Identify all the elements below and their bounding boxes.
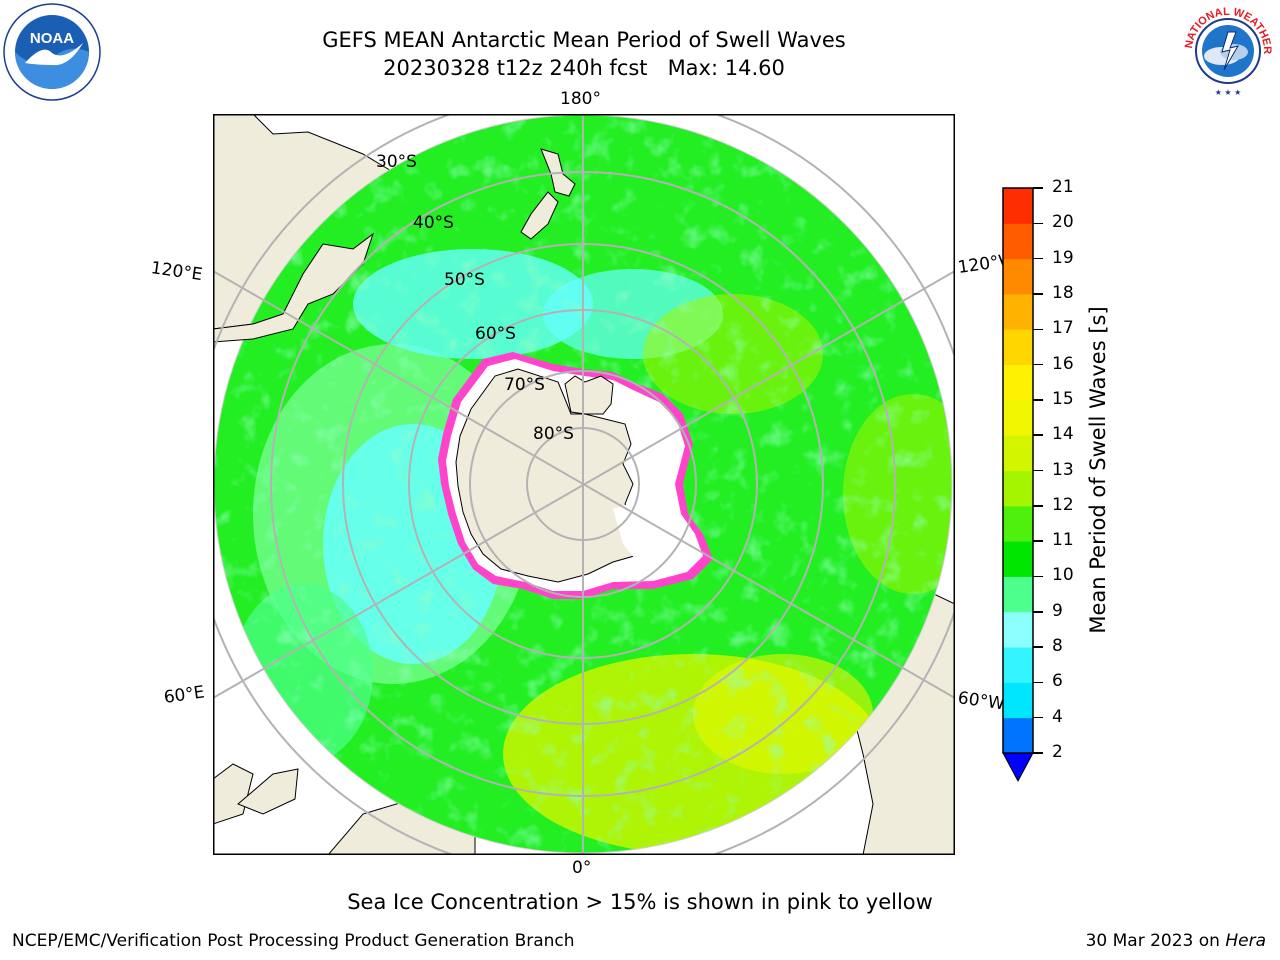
colorbar-segment <box>1003 258 1033 295</box>
colorbar-tick-label: 18 <box>1052 282 1074 303</box>
colorbar-tick-label: 21 <box>1052 177 1074 197</box>
colorbar-tick-label: 14 <box>1052 424 1074 445</box>
colorbar-segment <box>1003 647 1033 683</box>
colorbar-tick-mark <box>1033 646 1043 648</box>
colorbar-segment <box>1003 293 1033 330</box>
lon-label-180: 180° <box>560 89 601 109</box>
colorbar-tick-mark <box>1033 681 1043 684</box>
colorbar-tick-label: 8 <box>1052 636 1063 657</box>
lat-label-70s: 70°S <box>504 375 545 395</box>
colorbar-tick-mark <box>1033 505 1043 507</box>
colorbar-tick-mark <box>1033 469 1043 472</box>
national-weather-service-logo: NATIONAL WEATHER SERVICE ★ ★ ★ <box>1174 0 1278 100</box>
colorbar-segment <box>1003 470 1033 507</box>
colorbar-tick-label: 10 <box>1052 565 1074 586</box>
colorbar-tick-mark <box>1033 222 1043 225</box>
noaa-logo-text: NOAA <box>30 30 74 47</box>
date-stamp: 30 Mar 2023 on Hera <box>1086 931 1266 951</box>
lon-label-60w: 60°W <box>956 688 1006 715</box>
title-line-1: GEFS MEAN Antarctic Mean Period of Swell… <box>322 28 846 52</box>
colorbar-segment <box>1003 505 1033 542</box>
sea-ice-footnote: Sea Ice Concentration > 15% is shown in … <box>347 890 933 914</box>
colorbar-segment <box>1003 611 1033 648</box>
colorbar-segment <box>1003 188 1033 224</box>
colorbar-segment <box>1003 435 1033 471</box>
colorbar-tick-label: 16 <box>1052 353 1074 374</box>
noaa-logo: NOAA <box>3 3 101 101</box>
colorbar-tick-mark <box>1033 716 1043 719</box>
lon-label-120e: 120°E <box>149 258 204 286</box>
colorbar-tick-label: 11 <box>1052 530 1074 551</box>
lon-label-0: 0° <box>572 858 592 878</box>
graticule <box>213 114 955 855</box>
colorbar-tick-mark <box>1033 434 1043 436</box>
lat-label-30s: 30°S <box>376 152 417 172</box>
colorbar-tick-mark <box>1033 540 1043 542</box>
colorbar-tick-label: 13 <box>1052 459 1074 480</box>
colorbar-label: Mean Period of Swell Waves [s] <box>1086 306 1110 634</box>
colorbar-tick-mark <box>1033 399 1043 401</box>
colorbar-segment <box>1003 541 1033 577</box>
colorbar-tick-label: 6 <box>1052 671 1063 692</box>
credit-line: NCEP/EMC/Verification Post Processing Pr… <box>12 931 575 951</box>
colorbar-segment <box>1003 576 1033 613</box>
colorbar-tick-label: 20 <box>1052 212 1074 233</box>
colorbar-tick-label: 15 <box>1052 388 1074 409</box>
lon-label-60e: 60°E <box>162 682 206 708</box>
colorbar-tick-label: 9 <box>1052 600 1063 621</box>
polar-map <box>213 114 955 855</box>
colorbar-extend-arrow <box>1002 752 1034 783</box>
svg-text:★ ★ ★: ★ ★ ★ <box>1215 88 1242 97</box>
colorbar-segment <box>1003 329 1033 366</box>
colorbar-segment <box>1003 682 1033 719</box>
lat-label-60s: 60°S <box>475 324 516 344</box>
new-zealand-south <box>520 191 559 240</box>
colorbar-segment <box>1003 364 1033 401</box>
colorbar-segment <box>1003 223 1033 260</box>
map-frame <box>213 114 955 855</box>
colorbar-tick-mark <box>1033 611 1043 613</box>
lat-label-80s: 80°S <box>533 424 574 444</box>
colorbar-tick-label: 4 <box>1052 706 1063 727</box>
colorbar-tick-label: 12 <box>1052 494 1074 515</box>
host-name: Hera <box>1225 931 1266 951</box>
colorbar <box>1002 187 1034 783</box>
colorbar-tick-label: 19 <box>1052 247 1074 268</box>
colorbar-tick-mark <box>1033 363 1043 366</box>
colorbar-tick-mark <box>1033 575 1043 578</box>
colorbar-tick-label: 17 <box>1052 318 1074 339</box>
lat-label-40s: 40°S <box>413 213 454 233</box>
colorbar-tick-label: 2 <box>1052 742 1063 762</box>
colorbar-tick-mark <box>1033 752 1043 754</box>
colorbar-tick-mark <box>1033 257 1043 260</box>
colorbar-tick-mark <box>1033 187 1043 189</box>
chart-title: GEFS MEAN Antarctic Mean Period of Swell… <box>234 26 934 82</box>
colorbar-tick-mark <box>1033 293 1043 295</box>
colorbar-tick-mark <box>1033 328 1043 330</box>
colorbar-segment <box>1003 399 1033 436</box>
colorbar-segment <box>1003 717 1033 754</box>
lat-label-50s: 50°S <box>444 270 485 290</box>
date-text: 30 Mar 2023 on <box>1085 931 1226 951</box>
madagascar-landmass <box>213 763 254 825</box>
title-line-2: 20230328 t12z 240h fcst Max: 14.60 <box>383 56 785 80</box>
